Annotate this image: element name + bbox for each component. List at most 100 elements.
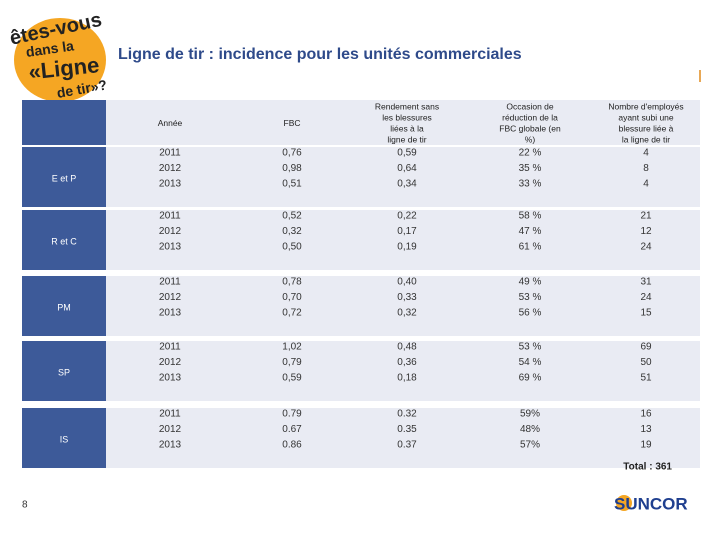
cell: 50 [640, 357, 652, 368]
cell: 69 [640, 342, 652, 353]
unit-block [106, 276, 700, 336]
cell: 24 [640, 242, 652, 253]
cell: 4 [643, 179, 649, 190]
total: Total : 361 [623, 462, 672, 473]
cell: 0,72 [282, 308, 302, 319]
cell: 0.37 [397, 440, 417, 451]
column-header: Rendement sans les blessures liées à la lig… [375, 102, 439, 145]
cell: 0,48 [397, 342, 417, 353]
unit-cell [22, 147, 106, 207]
cell: 16 [640, 409, 652, 420]
cell: 0.35 [397, 424, 417, 435]
cell: 2012 [159, 424, 182, 435]
cell: 0,18 [397, 373, 417, 384]
cell: 19 [640, 440, 652, 451]
cell: 2012 [159, 163, 182, 174]
cell: 0,98 [282, 163, 302, 174]
cell: 56 % [519, 308, 542, 319]
cell: 33 % [519, 179, 542, 190]
cell: 0,70 [282, 292, 302, 303]
cell: 0,76 [282, 148, 302, 159]
logo-line: dans la [25, 37, 75, 60]
cell: 2013 [159, 373, 182, 384]
cell: 2011 [159, 342, 181, 353]
unit-cell [22, 341, 106, 401]
cell: 2013 [159, 242, 182, 253]
cell: 0,22 [397, 211, 417, 222]
cell: 12 [640, 226, 652, 237]
cell: 2013 [159, 179, 182, 190]
logo: êtes-vous dans la «Ligne de tir»? [8, 9, 108, 102]
unit-name: IS [60, 434, 69, 444]
cell: 58 % [519, 211, 542, 222]
brand-sun [616, 495, 632, 511]
cell: 0,50 [282, 242, 302, 253]
cell: 0,36 [397, 357, 417, 368]
title: Ligne de tir : incidence pour les unités… [118, 46, 522, 63]
cell: 53 % [519, 292, 542, 303]
cell: 21 [640, 211, 652, 222]
cell: 0,19 [397, 242, 417, 253]
cell: 57% [520, 440, 540, 451]
cell: 2011 [159, 211, 181, 222]
cell: 0,51 [282, 179, 302, 190]
unit-cell [22, 276, 106, 336]
unit-cell [22, 210, 106, 270]
cell: 31 [640, 277, 652, 288]
cell: 2012 [159, 357, 182, 368]
cell: 24 [640, 292, 652, 303]
column-header: Occasion de réduction de la FBC globale (e… [499, 102, 561, 145]
cell: 2011 [159, 409, 181, 420]
cell: 2012 [159, 292, 182, 303]
cell: 4 [643, 148, 649, 159]
cell: 0,17 [397, 226, 417, 237]
cell: 47 % [519, 226, 542, 237]
cell: 0.32 [397, 409, 417, 420]
column-header: FBC [284, 118, 301, 128]
cell: 0,40 [397, 277, 417, 288]
unit-cell [22, 408, 106, 468]
cell: 2011 [159, 277, 181, 288]
cell: 2013 [159, 440, 182, 451]
brand-logo: SUNCOR [614, 494, 688, 513]
cell: 35 % [519, 163, 542, 174]
cell: 54 % [519, 357, 542, 368]
cell: 49 % [519, 277, 542, 288]
cell: 69 % [519, 373, 542, 384]
cell: 0,52 [282, 211, 302, 222]
cell: 8 [643, 163, 649, 174]
unit-block [106, 147, 700, 207]
cell: 13 [640, 424, 652, 435]
cell: 0.86 [282, 440, 302, 451]
unit-name: E et P [52, 173, 77, 183]
cell: 2011 [159, 148, 181, 159]
unit-block [106, 210, 700, 270]
cell: 48% [520, 424, 540, 435]
cell: 61 % [519, 242, 542, 253]
cell: 15 [640, 308, 652, 319]
cell: 53 % [519, 342, 542, 353]
cell: 0,34 [397, 179, 417, 190]
column-header: Année [158, 118, 183, 128]
unit-name: PM [57, 302, 71, 312]
cell: 0,32 [397, 308, 417, 319]
cell: 0.67 [282, 424, 302, 435]
header-unit-cell [22, 100, 106, 145]
cell: 0,78 [282, 277, 302, 288]
column-header: Nombre d'employés ayant subi une blessure … [608, 102, 683, 145]
unit-block [106, 408, 700, 468]
cell: 59% [520, 409, 540, 420]
cell: 0,32 [282, 226, 302, 237]
unit-block [106, 341, 700, 401]
unit-name: R et C [51, 236, 77, 246]
cell: 0,79 [282, 357, 302, 368]
header-row [106, 100, 700, 145]
cell: 51 [640, 373, 652, 384]
cell: 0,33 [397, 292, 417, 303]
logo-badge [14, 18, 106, 102]
cell: 0,59 [282, 373, 302, 384]
cell: 2013 [159, 308, 182, 319]
cell: 22 % [519, 148, 542, 159]
cell: 0,64 [397, 163, 417, 174]
